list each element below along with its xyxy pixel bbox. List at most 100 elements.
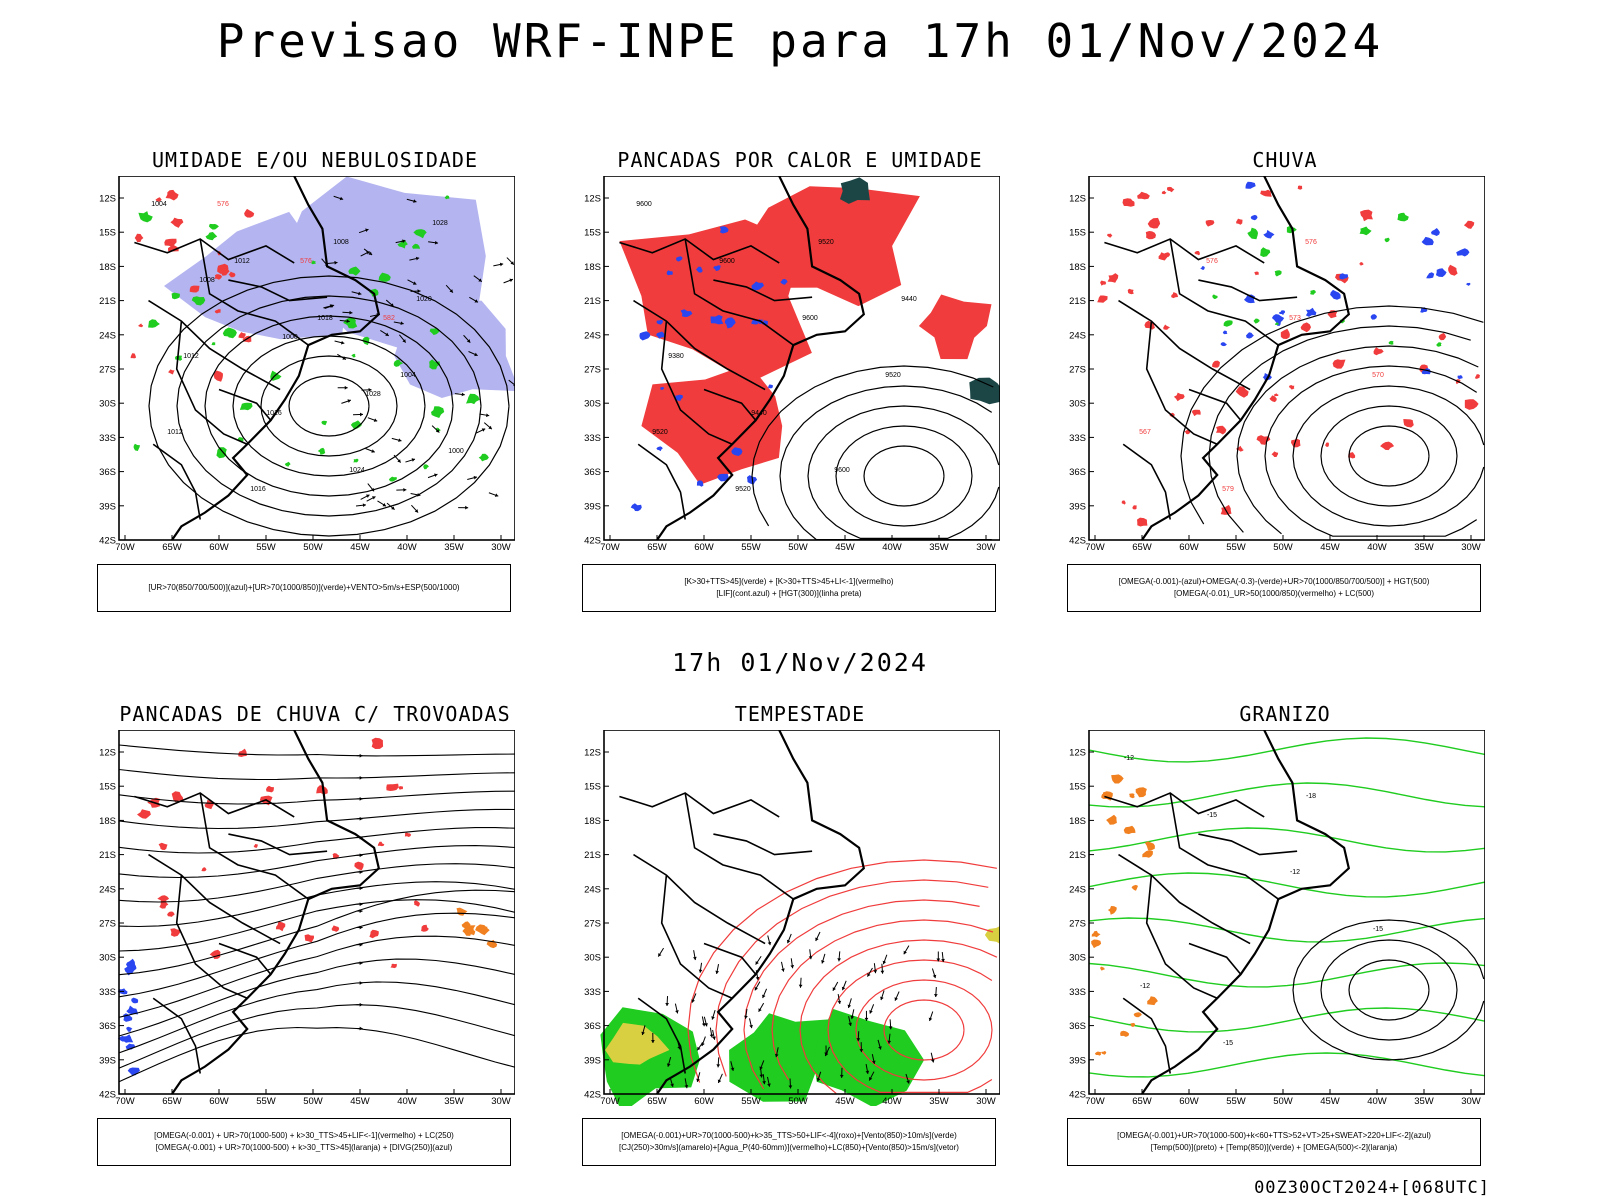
lat-label: 27S	[99, 365, 116, 376]
legend-box: [OMEGA(-0.001)+UR>70(1000-500)+k>35_TTS>…	[582, 1118, 996, 1166]
lat-label: 33S	[584, 433, 601, 444]
lat-label: 33S	[1069, 433, 1086, 444]
legend-line: [Temp(500)](preto) + [Temp(850)](verde) …	[1151, 1142, 1398, 1154]
contour-label: -18	[1306, 793, 1316, 800]
legend-line: [UR>70(850/700/500)](azul)+[UR>70(1000/8…	[148, 582, 459, 594]
lat-label: 21S	[584, 296, 601, 307]
panel-title: PANCADAS POR CALOR E UMIDADE	[560, 148, 1040, 172]
lon-label: 30W	[491, 1096, 511, 1106]
lat-label: 24S	[1069, 330, 1086, 341]
lat-label: 18S	[584, 816, 601, 827]
lon-label: 45W	[835, 1096, 855, 1106]
forecast-map: 9600960096009520952095209520944093809440…	[580, 176, 1000, 552]
lon-label: 40W	[1367, 1096, 1387, 1106]
lat-label: 39S	[99, 1055, 116, 1066]
lat-label: 18S	[99, 262, 116, 273]
lat-label: 18S	[1069, 262, 1086, 273]
lat-label: 30S	[584, 399, 601, 410]
lon-label: 35W	[1414, 542, 1434, 552]
lat-label: 27S	[584, 919, 601, 930]
lon-label: 65W	[162, 1096, 182, 1106]
contour-label: 1016	[266, 410, 282, 417]
contour-label: -15	[1373, 926, 1383, 933]
lat-label: 33S	[99, 987, 116, 998]
lon-label: 40W	[882, 1096, 902, 1106]
lat-label: 12S	[584, 194, 601, 205]
lon-label: 55W	[1226, 1096, 1246, 1106]
lat-label: 33S	[1069, 987, 1086, 998]
contour-label: 1012	[167, 429, 183, 436]
contour-label: 1020	[416, 296, 432, 303]
contour-label: 1012	[183, 353, 199, 360]
contour-label: 9440	[751, 410, 767, 417]
lon-label: 45W	[1320, 542, 1340, 552]
contour-label: 1028	[365, 391, 381, 398]
lat-label: 15S	[584, 228, 601, 239]
lat-label: 12S	[1069, 748, 1086, 759]
panel-title: CHUVA	[1045, 148, 1525, 172]
lat-label: 42S	[1069, 536, 1086, 547]
lon-label: 50W	[1273, 1096, 1293, 1106]
contour-label: 573	[1289, 315, 1301, 322]
lat-label: 15S	[584, 782, 601, 793]
contour-label: 1018	[317, 315, 333, 322]
lat-label: 39S	[1069, 1055, 1086, 1066]
lat-label: 39S	[99, 501, 116, 512]
lat-label: 24S	[99, 884, 116, 895]
lat-label: 12S	[99, 194, 116, 205]
lon-label: 70W	[1085, 542, 1105, 552]
legend-line: [OMEGA(-0.01)_UR>50(1000/850)(vermelho) …	[1174, 588, 1374, 600]
lat-label: 24S	[584, 330, 601, 341]
contour-label: -12	[1140, 983, 1150, 990]
lat-label: 27S	[1069, 919, 1086, 930]
lat-label: 36S	[99, 467, 116, 478]
contour-label: 570	[1372, 372, 1384, 379]
contour-label: 1000	[448, 448, 464, 455]
contour-label: 579	[1222, 486, 1234, 493]
contour-label: -12	[1290, 869, 1300, 876]
lat-label: 36S	[584, 467, 601, 478]
contour-label: 1012	[234, 258, 250, 265]
lon-label: 70W	[115, 542, 135, 552]
forecast-map: 1004101210181004101210161008102010121016…	[95, 176, 515, 552]
contour-label: 9520	[885, 372, 901, 379]
lon-label: 55W	[741, 542, 761, 552]
legend-line: [CJ(250)>30m/s](amarelo)+[Agua_P(40-60mm…	[619, 1142, 959, 1154]
contour-label: 9520	[652, 429, 668, 436]
lat-label: 36S	[1069, 467, 1086, 478]
lon-label: 50W	[788, 1096, 808, 1106]
lon-label: 45W	[350, 1096, 370, 1106]
contour-label: 1016	[250, 486, 266, 493]
contour-label: -15	[1223, 1040, 1233, 1047]
legend-line: [LIF](cont.azul) + [HGT(300)](linha pret…	[716, 588, 861, 600]
lat-label: 21S	[1069, 296, 1086, 307]
lat-label: 30S	[1069, 953, 1086, 964]
lon-label: 70W	[600, 542, 620, 552]
lon-label: 30W	[976, 542, 996, 552]
contour-label: 576	[217, 201, 229, 208]
legend-line: [OMEGA(-0.001) + UR>70(1000-500) + k>30_…	[154, 1130, 454, 1142]
contour-label: 9600	[719, 258, 735, 265]
lon-label: 50W	[1273, 542, 1293, 552]
lat-label: 30S	[584, 953, 601, 964]
legend-box: [K>30+TTS>45](verde) + [K>30+TTS>45+LI<-…	[582, 564, 996, 612]
forecast-map: 57957657357056757957612S15S18S21S24S27S3…	[1065, 176, 1485, 552]
contour-label: 9600	[636, 201, 652, 208]
lat-label: 33S	[584, 987, 601, 998]
page-title: Previsao WRF-INPE para 17h 01/Nov/2024	[0, 14, 1600, 68]
contour-label: -15	[1207, 812, 1217, 819]
contour-label: 1004	[400, 372, 416, 379]
forecast-time-subtitle: 17h 01/Nov/2024	[0, 648, 1600, 677]
lon-label: 60W	[1179, 542, 1199, 552]
lon-label: 60W	[209, 1096, 229, 1106]
panel-title: TEMPESTADE	[560, 702, 1040, 726]
contour-label: 9520	[818, 239, 834, 246]
contour-label: 576	[300, 258, 312, 265]
lon-label: 30W	[1461, 542, 1481, 552]
lat-label: 30S	[99, 953, 116, 964]
